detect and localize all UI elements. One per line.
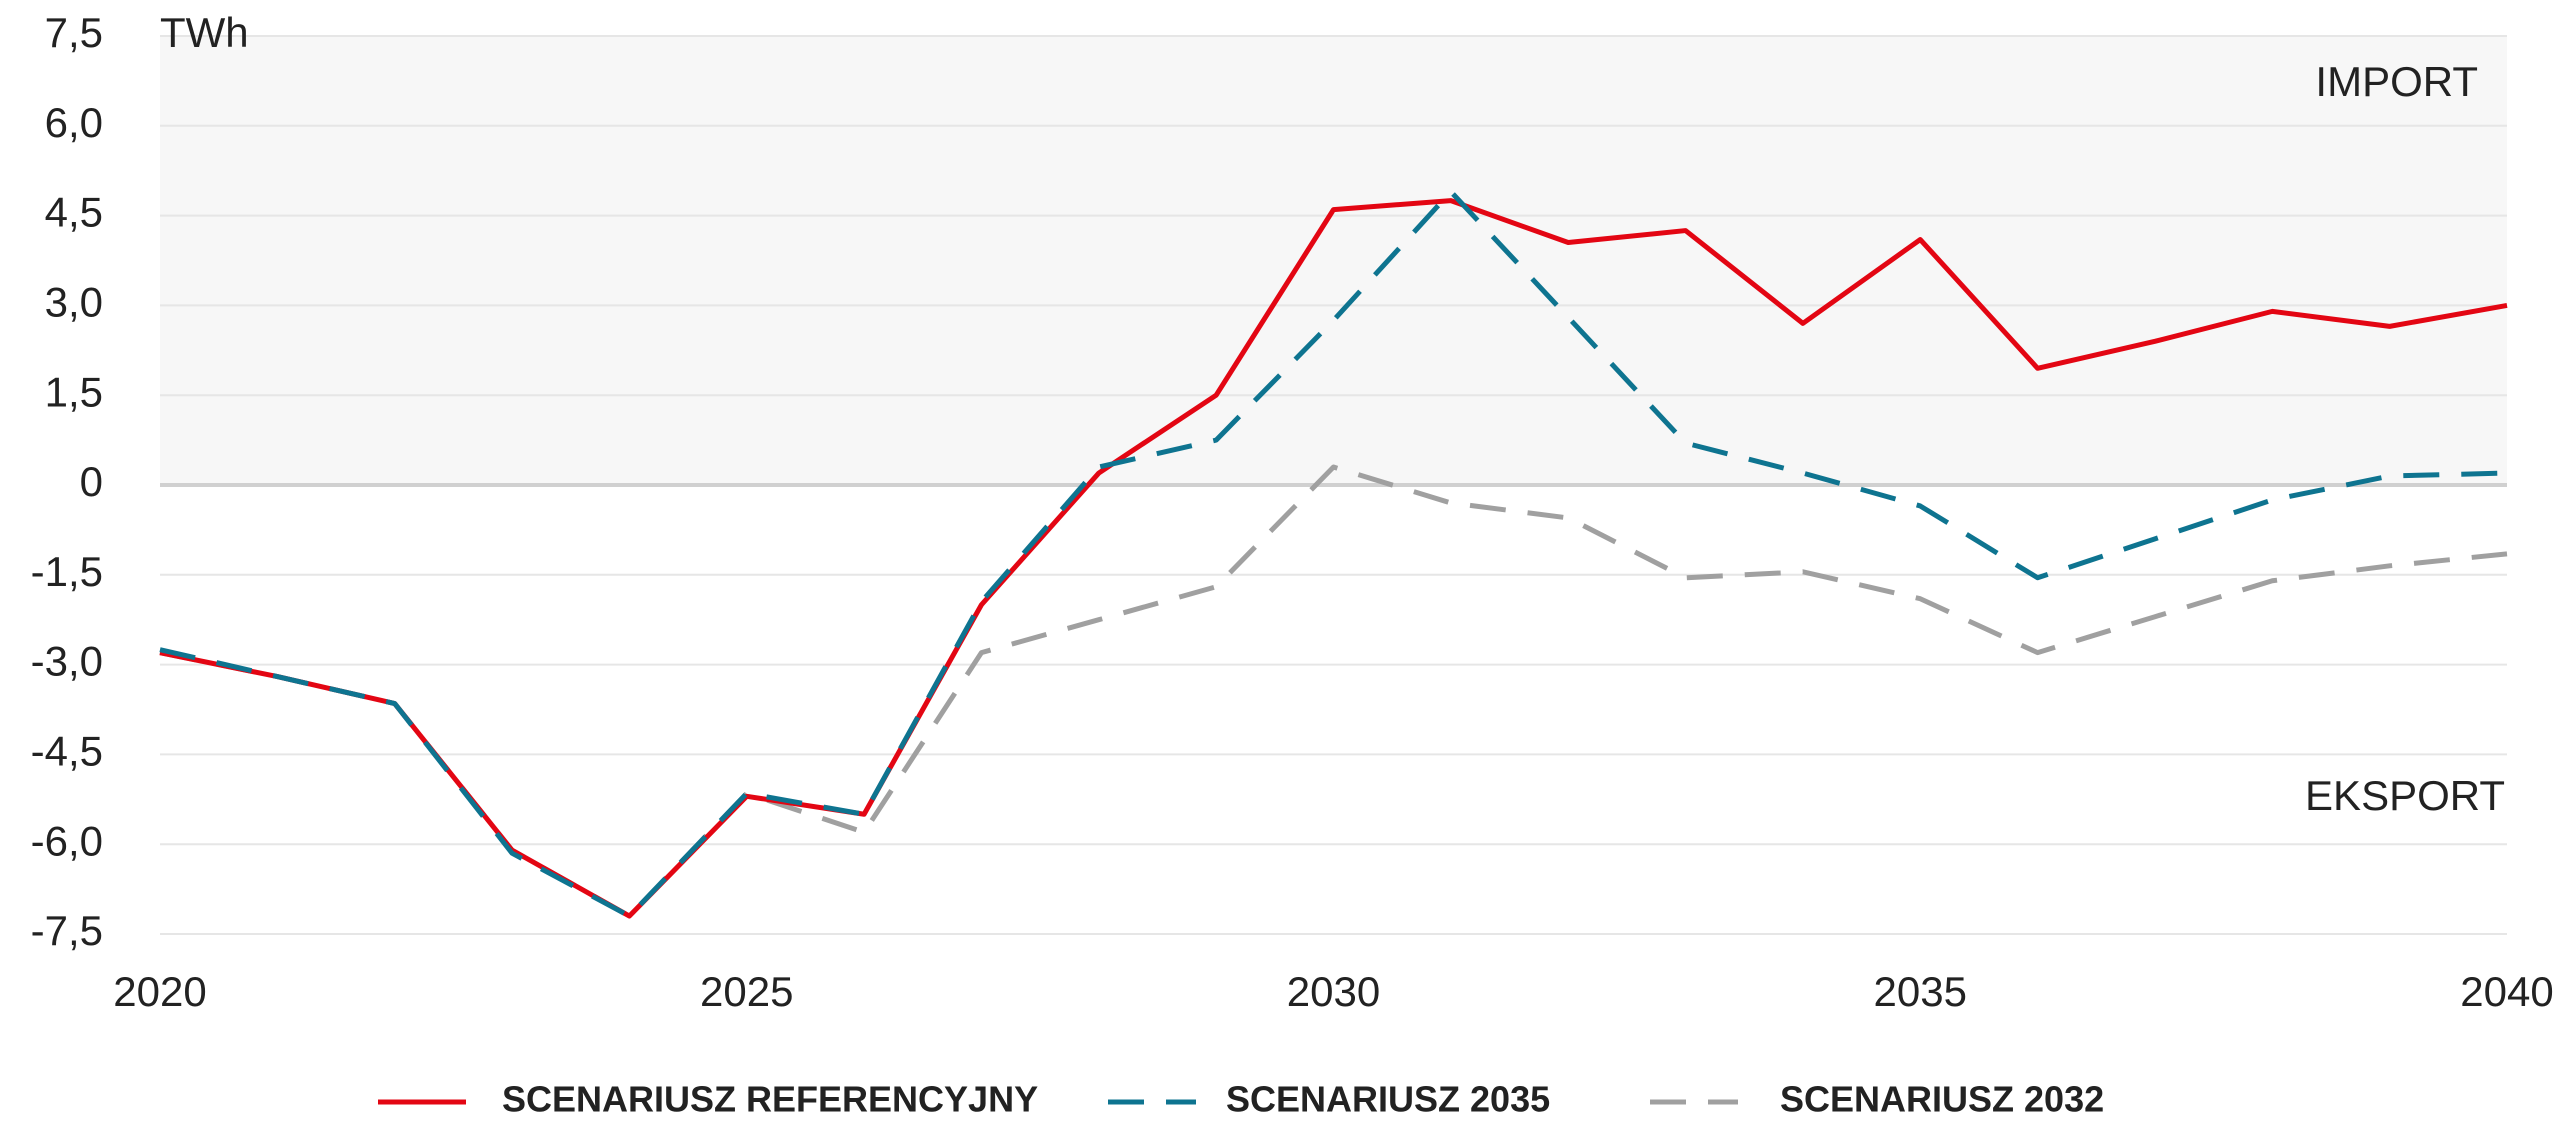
x-tick-label: 2020	[113, 968, 206, 1015]
legend-label: SCENARIUSZ 2035	[1226, 1079, 1550, 1120]
annotation: IMPORT	[2315, 58, 2478, 105]
y-tick-label: 6,0	[45, 99, 103, 146]
x-tick-label: 2030	[1287, 968, 1380, 1015]
legend-label: SCENARIUSZ REFERENCYJNY	[502, 1079, 1038, 1120]
y-tick-label: 4,5	[45, 189, 103, 236]
legend-label: SCENARIUSZ 2032	[1780, 1079, 2104, 1120]
y-tick-label: 1,5	[45, 368, 103, 415]
annotation: EKSPORT	[2305, 772, 2505, 819]
y-tick-label: -6,0	[31, 817, 103, 864]
x-tick-label: 2035	[1874, 968, 1967, 1015]
y-tick-label: 0	[80, 458, 103, 505]
y-unit: TWh	[160, 9, 249, 56]
y-tick-label: -7,5	[31, 907, 103, 954]
y-tick-label: -1,5	[31, 548, 103, 595]
y-tick-label: -3,0	[31, 638, 103, 685]
x-tick-label: 2025	[700, 968, 793, 1015]
x-tick-label: 2040	[2460, 968, 2553, 1015]
y-tick-label: -4,5	[31, 727, 103, 774]
y-tick-label: 3,0	[45, 278, 103, 325]
y-tick-label: 7,5	[45, 9, 103, 56]
series-line	[159, 189, 2508, 919]
import-area	[160, 36, 2507, 485]
